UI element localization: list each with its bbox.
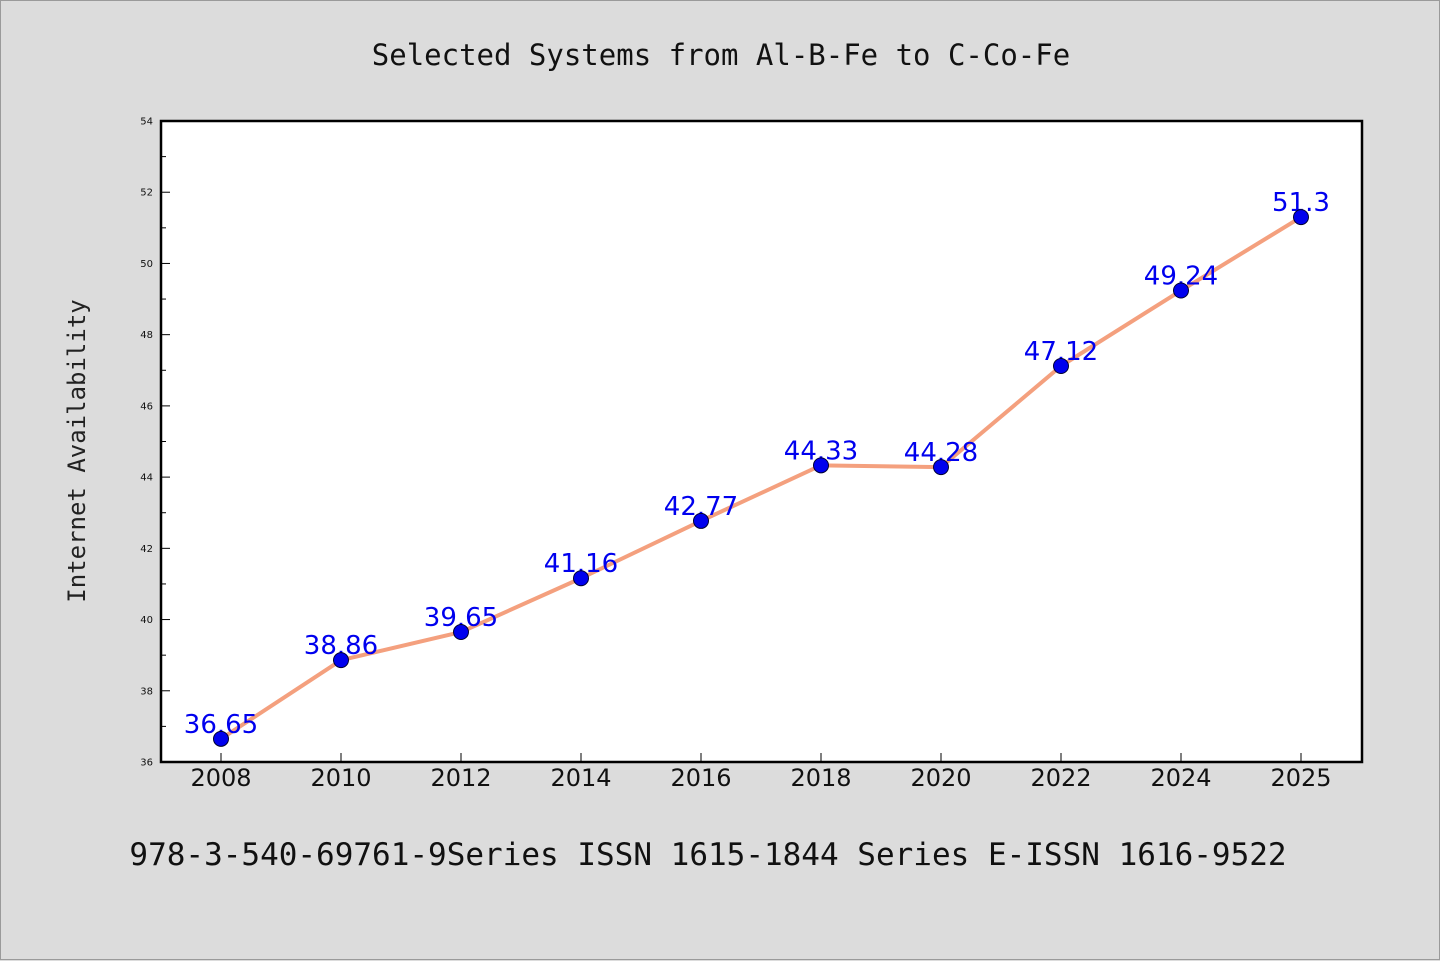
y-tick-label: 50 [140,259,153,270]
y-tick-label: 40 [140,615,153,626]
x-tick-label: 2024 [1150,764,1211,792]
data-point-marker [693,512,709,529]
data-point-marker [333,652,349,669]
data-point-marker [1173,282,1189,299]
x-tick-label: 2010 [310,764,371,792]
y-tick-label: 46 [140,401,153,412]
footer-note: 978-3-540-69761-9Series ISSN 1615-1844 S… [129,837,1286,873]
y-tick-label: 52 [140,188,153,199]
y-tick-label: 44 [140,473,153,484]
x-tick-label: 2016 [670,764,731,792]
data-point-marker [933,459,949,476]
series-line [219,215,1303,741]
chart-title: Selected Systems from Al-B-Fe to C-Co-Fe [372,38,1070,72]
data-point-marker [213,730,229,747]
x-tick-label: 2014 [550,764,611,792]
data-point-marker [453,624,469,641]
x-tick-label: 2025 [1270,764,1331,792]
data-point-marker [573,570,589,587]
y-tick-label: 36 [140,758,153,769]
x-tick-label: 2018 [790,764,851,792]
axis-layer: 36 38 40 42 44 46 48 50 52 54 2008 2010 2012 2014 2016… [140,117,1331,793]
data-point-marker [813,457,829,474]
y-tick-label: 54 [140,117,153,128]
x-tick-label: 2012 [430,764,491,792]
y-tick-label: 38 [140,686,153,697]
y-tick-label: 42 [140,544,153,555]
x-tick-label: 2022 [1030,764,1091,792]
y-tick-label: 48 [140,330,153,341]
y-axis-label: Internet Availability [63,299,91,602]
x-tick-label: 2020 [910,764,971,792]
data-point-marker [1053,358,1069,375]
x-tick-label: 2008 [190,764,251,792]
data-point-marker [1293,209,1309,226]
